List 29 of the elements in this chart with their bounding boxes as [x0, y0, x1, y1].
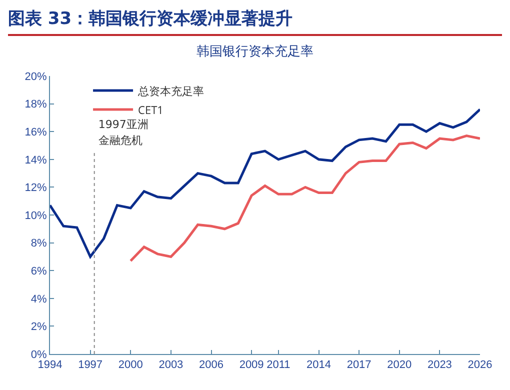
x-tick-label: 2023 — [427, 359, 452, 372]
y-tick-label: 14% — [24, 154, 48, 166]
y-tick-label: 18% — [24, 98, 48, 111]
x-tick-label: 2009 — [239, 359, 264, 372]
x-tick-label: 2011 — [266, 359, 290, 372]
x-tick-label: 2017 — [346, 359, 372, 372]
legend-label: 总资本充足率 — [137, 84, 204, 99]
y-tick-label: 4% — [30, 293, 48, 306]
x-tick-label: 2014 — [306, 359, 331, 372]
x-tick-label: 2026 — [468, 359, 492, 372]
x-tick-label: 2020 — [387, 359, 412, 372]
chart-subtitle: 韩国银行资本充足率 — [196, 42, 314, 60]
y-tick-label: 0% — [30, 348, 48, 361]
y-tick-label: 10% — [24, 210, 48, 222]
ref-line-label: 1997亚洲金融危机 — [98, 117, 150, 150]
y-tick-label: 6% — [30, 265, 48, 278]
legend-label: CET1 — [138, 102, 164, 118]
y-tick-label: 16% — [24, 126, 48, 138]
x-tick-label: 2006 — [199, 359, 224, 372]
line-series — [50, 108, 480, 258]
y-tick-label: 20% — [24, 70, 48, 83]
x-tick-label: 2000 — [118, 359, 143, 372]
y-tick-label: 8% — [30, 238, 48, 250]
x-tick-label: 1994 — [38, 359, 62, 372]
chart-title: 图表 33：韩国银行资本缓冲显著提升 — [8, 4, 502, 36]
y-tick-label: 12% — [24, 182, 48, 194]
x-tick-label: 1997 — [78, 359, 103, 372]
y-tick-label: 2% — [30, 321, 48, 334]
x-tick-label: 2003 — [158, 359, 184, 372]
